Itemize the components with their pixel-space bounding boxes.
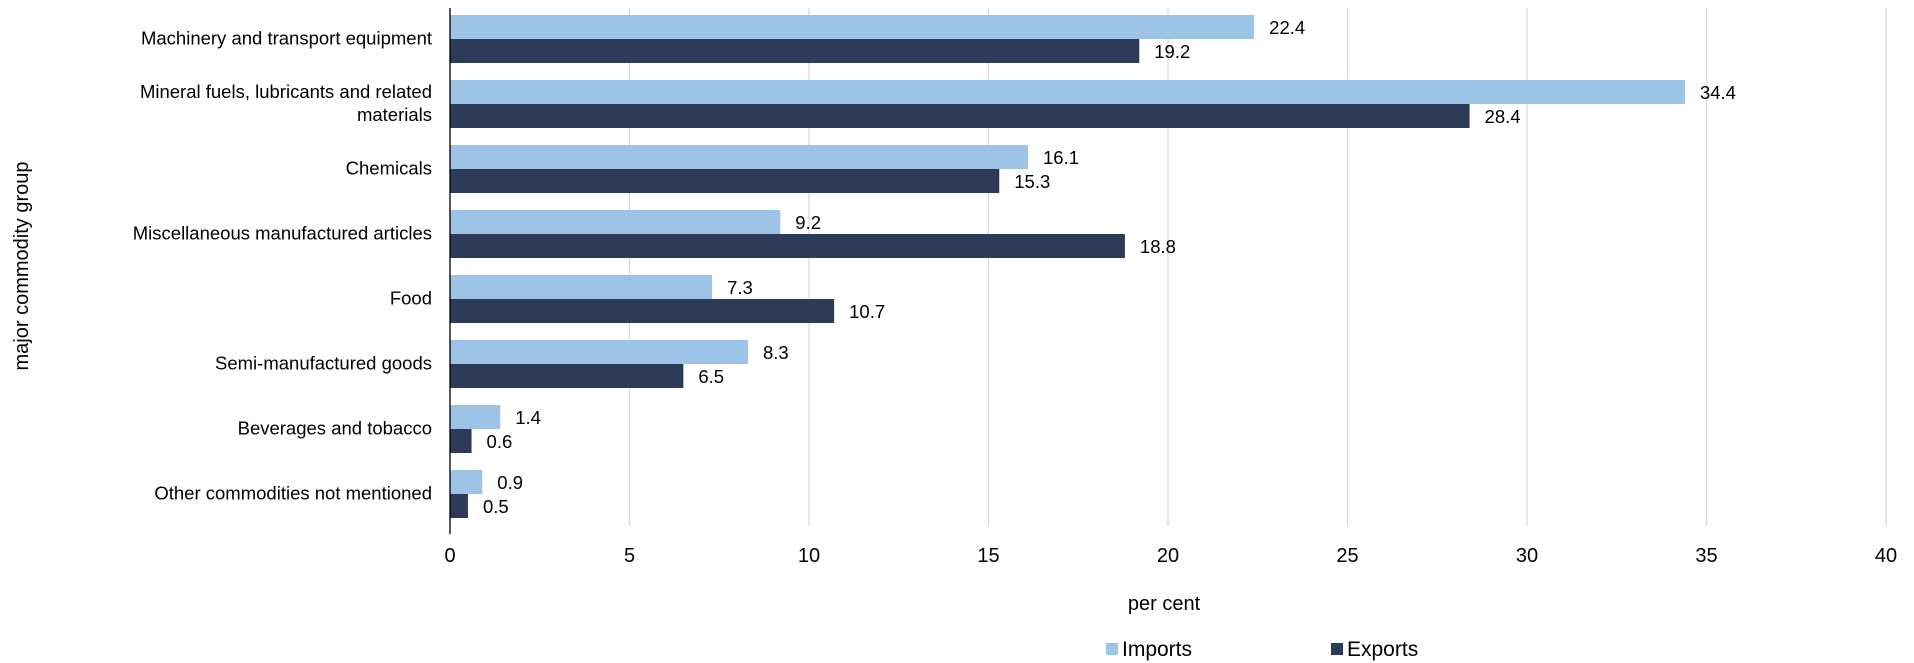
legend: Imports Exports [1106, 638, 1418, 661]
legend-swatch-exports [1331, 643, 1343, 655]
x-tick-label: 15 [977, 545, 999, 567]
value-label: 0.6 [487, 431, 513, 452]
x-tick-label: 20 [1157, 545, 1179, 567]
value-label: 22.4 [1269, 17, 1305, 38]
value-label: 0.9 [497, 472, 523, 493]
value-label: 9.2 [795, 212, 821, 233]
x-tick-label: 0 [444, 545, 455, 567]
value-label: 18.8 [1140, 236, 1176, 257]
bar-imports [450, 145, 1028, 169]
x-axis-title: per cent [1128, 593, 1201, 615]
y-axis-title: major commodity group [11, 162, 33, 371]
value-label: 8.3 [763, 342, 789, 363]
value-label: 7.3 [727, 277, 753, 298]
x-tick-label: 30 [1516, 545, 1538, 567]
value-label: 1.4 [515, 407, 541, 428]
category-label: Machinery and transport equipment [141, 28, 432, 49]
value-label: 15.3 [1014, 171, 1050, 192]
value-label: 6.5 [698, 366, 724, 387]
bar-imports [450, 210, 781, 234]
x-tick-label: 5 [624, 545, 635, 567]
x-tick-labels: 0 5 10 15 20 25 30 35 40 [444, 545, 1897, 567]
bar-exports [450, 364, 684, 388]
bar-exports [450, 39, 1140, 63]
legend-label-imports: Imports [1122, 638, 1192, 661]
bar-imports [450, 470, 483, 494]
bar-imports [450, 15, 1255, 39]
bar-exports [450, 169, 1000, 193]
bar-exports [450, 494, 468, 518]
bar-imports [450, 340, 748, 364]
value-label: 0.5 [483, 496, 509, 517]
value-labels: 22.4 19.2 34.4 28.4 16.1 15.3 9.2 18.8 7.3 10.7 8.… [483, 17, 1736, 517]
category-label: Semi-manufactured goods [215, 353, 432, 374]
value-label: 16.1 [1043, 147, 1079, 168]
category-labels: Machinery and transport equipment Mineral… [133, 28, 432, 504]
x-tick-label: 25 [1336, 545, 1358, 567]
bar-exports [450, 234, 1125, 258]
bar-exports [450, 104, 1470, 128]
category-label: Miscellaneous manufactured articles [133, 223, 432, 244]
bar-exports [450, 299, 835, 323]
bar-imports [450, 80, 1685, 104]
legend-label-exports: Exports [1347, 638, 1418, 661]
bars [450, 15, 1685, 518]
bar-imports [450, 275, 713, 299]
category-label: Chemicals [346, 158, 432, 179]
value-label: 10.7 [849, 301, 885, 322]
x-tick-label: 35 [1695, 545, 1717, 567]
value-label: 34.4 [1700, 82, 1736, 103]
bar-exports [450, 429, 472, 453]
value-label: 19.2 [1154, 41, 1190, 62]
value-label: 28.4 [1485, 106, 1521, 127]
bar-imports [450, 405, 501, 429]
category-label: Mineral fuels, lubricants and related mat… [140, 81, 432, 125]
category-label: Food [390, 288, 432, 309]
x-tick-label: 10 [798, 545, 820, 567]
category-label: Other commodities not mentioned [154, 483, 432, 504]
category-label: Beverages and tobacco [238, 418, 432, 439]
x-tick-label: 40 [1875, 545, 1897, 567]
legend-swatch-imports [1106, 643, 1118, 655]
